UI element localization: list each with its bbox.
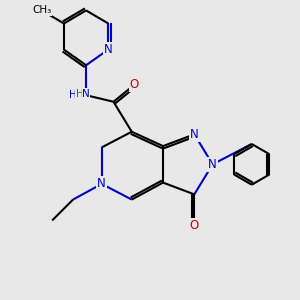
Text: CH₃: CH₃ <box>32 5 51 15</box>
Text: N: N <box>190 128 199 141</box>
Text: HN: HN <box>68 90 84 100</box>
Text: N: N <box>208 158 217 171</box>
Text: N: N <box>82 89 90 99</box>
Text: N: N <box>98 177 106 190</box>
Text: O: O <box>130 78 139 91</box>
Text: O: O <box>190 219 199 232</box>
Text: N: N <box>104 43 112 56</box>
Text: H: H <box>76 89 83 99</box>
